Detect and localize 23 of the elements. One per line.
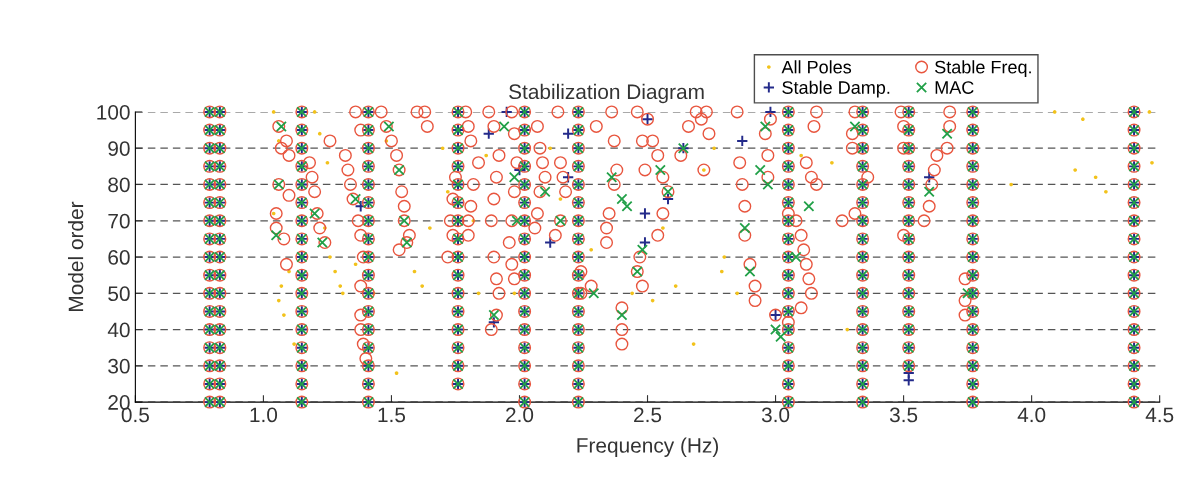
x-tick-label: 1.0 [250, 407, 278, 423]
y-tick-label: 90 [108, 141, 130, 156]
legend-label: Stable Freq. [935, 60, 1031, 78]
y-tick-label: 80 [108, 177, 130, 193]
x-tick-label: 1.5 [378, 407, 406, 423]
y-tick-label: 70 [108, 213, 130, 229]
y-tick-label: 100 [97, 104, 130, 120]
x-tick-label: 4.0 [1017, 407, 1046, 423]
x-tick-label: 4.5 [1145, 407, 1174, 423]
x-tick-label: 2.0 [506, 407, 534, 423]
legend-label: Stable Damp. [782, 80, 890, 98]
legend-label: All Poles [781, 60, 852, 74]
legend-label: MAC [935, 81, 974, 94]
y-axis-title: Model order [68, 201, 84, 311]
x-tick-label: 2.5 [634, 407, 662, 423]
x-tick-label: 3.5 [889, 407, 918, 423]
y-tick-label: 50 [108, 286, 130, 302]
x-tick-label: 3.0 [761, 407, 790, 423]
x-axis-title: Frequency (Hz) [577, 437, 719, 457]
y-tick-label: 30 [108, 358, 130, 374]
chart-title: Stabilization Diagram [509, 83, 704, 104]
y-tick-label: 60 [108, 250, 130, 265]
y-tick-label: 40 [107, 322, 130, 338]
